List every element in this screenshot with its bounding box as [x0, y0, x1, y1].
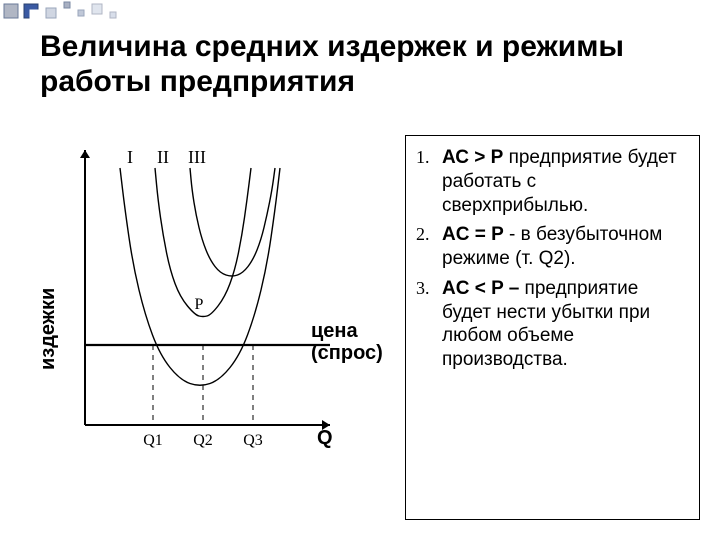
slide-corner-decoration [0, 0, 140, 28]
x-axis-label: Q [317, 427, 333, 450]
svg-text:Q1: Q1 [143, 432, 163, 449]
slide-title: Величина средних издержек и режимы работ… [40, 30, 700, 99]
case-bold: АС > P [442, 147, 503, 168]
chart-column: Q1Q2Q3IIIIIIP издежки Q цена (спрос) [25, 135, 405, 520]
svg-text:Q3: Q3 [243, 432, 263, 449]
case-bold: AC = P [442, 224, 504, 245]
price-label-line1: цена [311, 320, 358, 342]
case-item: AC = P - в безубыточном режиме (т. Q2). [416, 223, 685, 271]
case-item: АС > P предприятие будет работать с свер… [416, 146, 685, 217]
svg-text:III: III [188, 147, 206, 167]
price-line-label: цена (спрос) [311, 320, 383, 364]
svg-text:II: II [157, 147, 169, 167]
cases-box: АС > P предприятие будет работать с свер… [405, 135, 700, 520]
cases-list: АС > P предприятие будет работать с свер… [416, 146, 685, 372]
case-item: AC < P – предприятие будет нести убытки … [416, 277, 685, 372]
svg-text:I: I [127, 147, 133, 167]
content-row: Q1Q2Q3IIIIIIP издежки Q цена (спрос) АС … [25, 135, 700, 520]
svg-text:Q2: Q2 [193, 432, 213, 449]
price-label-line2: (спрос) [311, 342, 383, 364]
cost-curves-chart: Q1Q2Q3IIIIIIP [25, 135, 365, 455]
case-bold: AC < P – [442, 278, 519, 299]
y-axis-label: издежки [37, 288, 60, 370]
svg-text:P: P [195, 296, 204, 313]
